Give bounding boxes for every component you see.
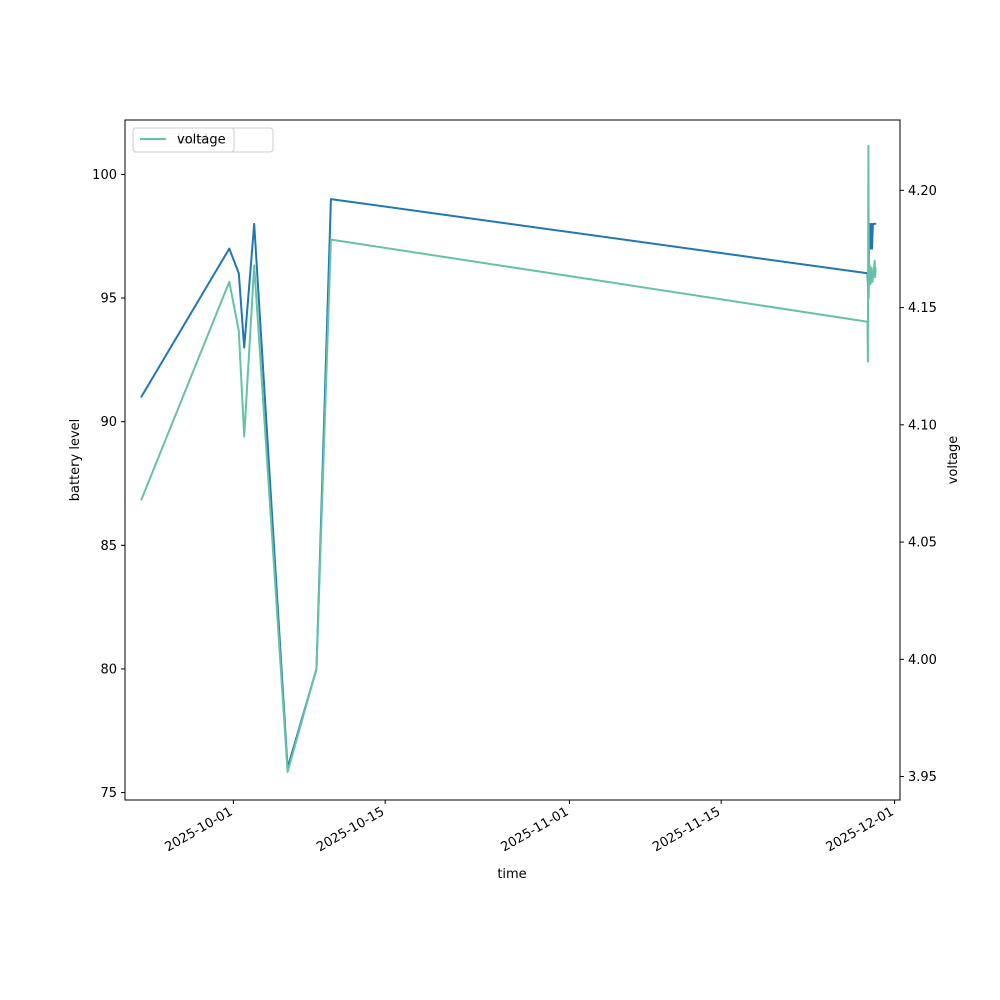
y-right-tick-label-4.15: 4.15 xyxy=(908,301,937,316)
data-point-voltage-9 xyxy=(867,360,869,363)
data-point-voltage-1 xyxy=(228,280,231,283)
data-point-level-15 xyxy=(874,223,877,225)
x-tick-label-2025-11-15: 2025-11-15 xyxy=(650,804,723,855)
data-point-voltage-12 xyxy=(868,264,871,267)
x-tick-label-2025-10-15: 2025-10-15 xyxy=(314,804,387,855)
data-point-voltage-16 xyxy=(873,269,875,271)
data-point-voltage-6 xyxy=(315,667,318,670)
data-point-voltage-15 xyxy=(871,280,874,283)
x-tick-label-2025-11-01: 2025-11-01 xyxy=(498,804,571,855)
data-point-level-11 xyxy=(869,247,871,250)
y-axis-left-title: battery level xyxy=(68,419,83,502)
x-tick-label-2025-12-01: 2025-12-01 xyxy=(824,804,897,855)
x-tick-label-2025-10-01: 2025-10-01 xyxy=(162,804,235,855)
x-axis-title: time xyxy=(497,867,526,882)
data-point-level-12 xyxy=(870,223,872,225)
data-point-level-0 xyxy=(140,396,143,398)
y-right-tick-label-4.20: 4.20 xyxy=(908,184,937,199)
data-point-voltage-3 xyxy=(243,435,246,438)
y-right-tick-label-4.00: 4.00 xyxy=(908,653,937,668)
data-point-voltage-11 xyxy=(868,283,870,285)
legend-box-voltage xyxy=(132,127,235,153)
data-point-level-7 xyxy=(330,198,332,200)
data-point-voltage-4 xyxy=(253,264,255,267)
data-point-voltage-18 xyxy=(874,276,876,278)
y-left-tick-label-95: 95 xyxy=(100,292,117,307)
series-layer xyxy=(140,144,877,773)
data-point-voltage-19 xyxy=(874,266,877,269)
y-left-tick-label-90: 90 xyxy=(100,415,117,430)
y-right-tick-label-4.10: 4.10 xyxy=(908,418,937,433)
data-point-voltage-5 xyxy=(286,771,289,773)
y-left-tick-label-85: 85 xyxy=(100,539,117,554)
axes-layer: 75 80 85 90 95 100 3.95 4.00 4.05 4.10 4.15 4.20 202… xyxy=(92,119,937,855)
data-point-voltage-14 xyxy=(870,266,873,269)
data-point-voltage-17 xyxy=(873,259,876,262)
data-point-level-13 xyxy=(871,247,873,250)
y-right-tick-label-4.05: 4.05 xyxy=(908,536,937,551)
legend-label-voltage: voltage xyxy=(177,133,226,148)
y-right-tick-label-3.95: 3.95 xyxy=(908,770,937,785)
data-point-level-1 xyxy=(228,247,231,250)
data-point-voltage-7 xyxy=(330,238,332,241)
data-point-level-4 xyxy=(253,223,255,225)
plot-frame xyxy=(124,119,901,801)
data-point-level-2 xyxy=(238,272,240,275)
series-line-level xyxy=(140,198,876,769)
data-point-voltage-2 xyxy=(238,330,240,332)
data-point-voltage-10 xyxy=(867,144,870,147)
data-point-level-14 xyxy=(872,223,874,225)
data-point-level-3 xyxy=(243,346,246,349)
y-axis-right-title: voltage xyxy=(946,436,961,485)
data-point-voltage-0 xyxy=(140,499,143,501)
data-point-voltage-13 xyxy=(869,283,872,285)
series-line-voltage xyxy=(140,144,877,773)
y-left-tick-label-100: 100 xyxy=(92,168,117,183)
data-point-voltage-8 xyxy=(866,320,869,323)
y-left-tick-label-75: 75 xyxy=(100,786,117,801)
y-left-tick-label-80: 80 xyxy=(100,662,117,677)
